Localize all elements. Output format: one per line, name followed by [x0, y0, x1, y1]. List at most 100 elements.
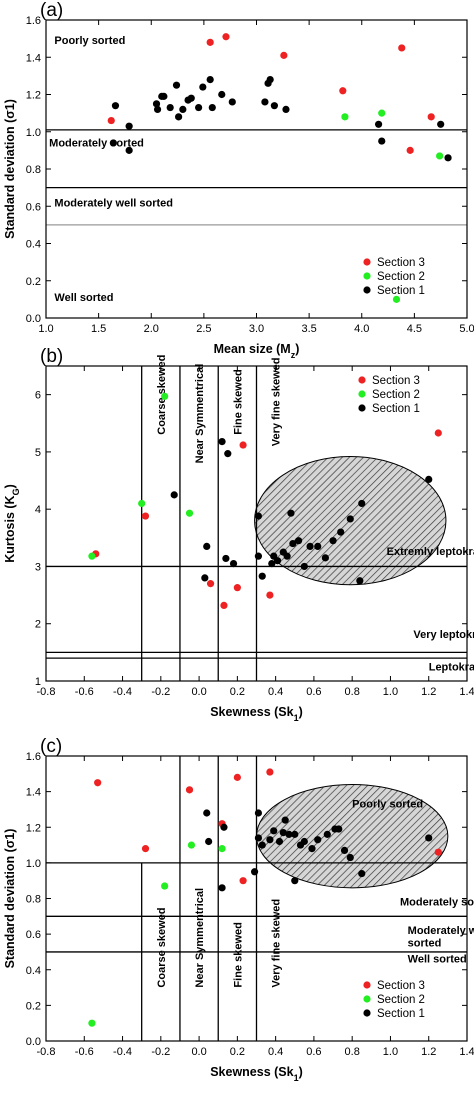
x-tick-label: 0.8 [345, 1046, 360, 1058]
x-axis-label-close: ) [299, 705, 303, 719]
data-point-section-1 [321, 554, 329, 562]
y-axis-label: Standard deviation (σ1) [3, 99, 17, 239]
data-point-section-3 [185, 786, 194, 794]
data-point-section-1 [109, 139, 117, 147]
data-point-section-1 [291, 877, 299, 885]
data-point-section-1 [220, 823, 228, 831]
data-point-section-2 [185, 509, 194, 517]
chart-panel-b: -0.8 -0.6 -0.4 -0.2 0.0 0.2 0.4 0.6 0.8 1.0 1.2 1.4… [3, 346, 474, 723]
x-tick-label: 0.4 [268, 1046, 283, 1058]
legend-label: Section 2 [372, 389, 420, 401]
data-point-section-1 [222, 554, 230, 563]
y-tick-label: 1.2 [26, 822, 41, 834]
data-point-section-1 [125, 146, 133, 154]
data-point-section-2 [138, 499, 146, 508]
y-tick-label: 0.8 [26, 894, 41, 906]
y-axis-label: Standard deviation (σ1) [3, 829, 17, 969]
x-tick-label: 1.2 [421, 686, 436, 698]
data-point-section-1 [358, 869, 366, 878]
data-point-section-1 [187, 94, 195, 102]
legend-marker [363, 981, 371, 989]
x-axis-label-close: ) [299, 1065, 303, 1079]
y-tick-label: 2 [35, 619, 41, 631]
data-point-section-2 [88, 552, 96, 560]
data-point-section-1 [289, 539, 297, 548]
legend-label: Section 1 [377, 285, 425, 297]
data-point-section-1 [287, 509, 295, 517]
data-point-section-3 [222, 33, 230, 41]
x-tick-label: 1.0 [383, 1046, 398, 1058]
data-point-section-2 [436, 152, 444, 160]
data-point-section-1 [170, 491, 178, 499]
legend-marker [363, 258, 371, 266]
data-point-section-1 [306, 542, 314, 551]
data-point-section-1 [172, 81, 181, 89]
data-point-section-1 [270, 827, 278, 835]
x-tick-label: -0.6 [75, 1046, 94, 1058]
y-axis-label: Kurtosis (KG) [3, 484, 21, 563]
y-axis-label-close: ) [3, 484, 17, 488]
data-point-section-2 [161, 392, 169, 400]
x-tick-label: -0.2 [151, 686, 170, 698]
panel-label: (a) [40, 0, 63, 21]
data-point-section-1 [254, 512, 263, 520]
data-point-section-1 [195, 103, 203, 112]
x-tick-label: -0.8 [37, 686, 56, 698]
data-point-section-2 [218, 845, 226, 853]
data-point-section-1 [437, 120, 445, 128]
data-point-section-1 [254, 552, 263, 560]
x-tick-label: 0.2 [230, 1046, 245, 1058]
x-tick-label: -0.6 [75, 686, 94, 698]
zone-label: Poorly sorted [54, 35, 125, 47]
y-axis-label-sub: G [11, 488, 21, 495]
legend-label: Section 2 [377, 271, 425, 283]
x-axis-label-close: ) [295, 342, 299, 356]
x-tick-label: 1.0 [38, 323, 53, 335]
data-point-section-3 [434, 429, 442, 437]
data-point-section-1 [378, 137, 386, 145]
data-point-section-1 [228, 98, 236, 106]
data-point-section-1 [358, 499, 366, 508]
x-tick-label: 0.0 [191, 1046, 206, 1058]
data-point-section-1 [229, 559, 238, 568]
data-point-section-3 [206, 38, 214, 46]
y-tick-label: 1 [35, 676, 41, 688]
data-point-section-1 [160, 92, 168, 100]
y-tick-label: 0.4 [26, 239, 41, 251]
y-tick-label: 1.4 [26, 52, 41, 64]
zone-label: Moderately sorted [400, 897, 474, 909]
y-tick-label: 0.2 [26, 276, 41, 288]
data-point-section-1 [218, 90, 226, 99]
legend-label: Section 1 [372, 403, 420, 415]
data-point-section-1 [356, 577, 364, 585]
y-tick-label: 1.2 [26, 90, 41, 102]
data-point-section-1 [250, 868, 259, 876]
data-point-section-1 [199, 83, 207, 91]
data-point-section-1 [166, 103, 174, 112]
data-point-section-2 [341, 113, 349, 121]
data-point-section-1 [218, 884, 226, 892]
data-point-section-1 [300, 562, 308, 571]
zone-label: Fine skewed [232, 922, 244, 987]
data-point-section-1 [282, 105, 290, 113]
data-point-section-3 [206, 580, 215, 588]
zone-label: Well sorted [408, 954, 467, 966]
data-point-section-3 [239, 441, 247, 449]
data-point-section-3 [141, 512, 150, 520]
y-tick-label: 0.4 [26, 965, 41, 977]
data-point-section-1 [266, 76, 274, 84]
x-tick-label: 3.0 [249, 323, 264, 335]
y-tick-label: 4 [35, 504, 41, 516]
data-point-section-1 [337, 528, 345, 536]
x-tick-label: 0.8 [345, 686, 360, 698]
data-point-section-1 [266, 836, 274, 844]
zone-label: Moderately sorted [49, 138, 144, 150]
zone-label: sorted [408, 938, 442, 950]
x-axis-label-main: Mean size (M [214, 342, 291, 356]
x-tick-label: -0.8 [37, 1046, 56, 1058]
data-point-section-3 [220, 601, 228, 610]
zone-label: Near Symmentrical [194, 364, 206, 464]
x-axis-label-sub: 1 [294, 1073, 299, 1083]
data-point-section-2 [378, 109, 386, 117]
data-point-section-1 [335, 825, 343, 833]
